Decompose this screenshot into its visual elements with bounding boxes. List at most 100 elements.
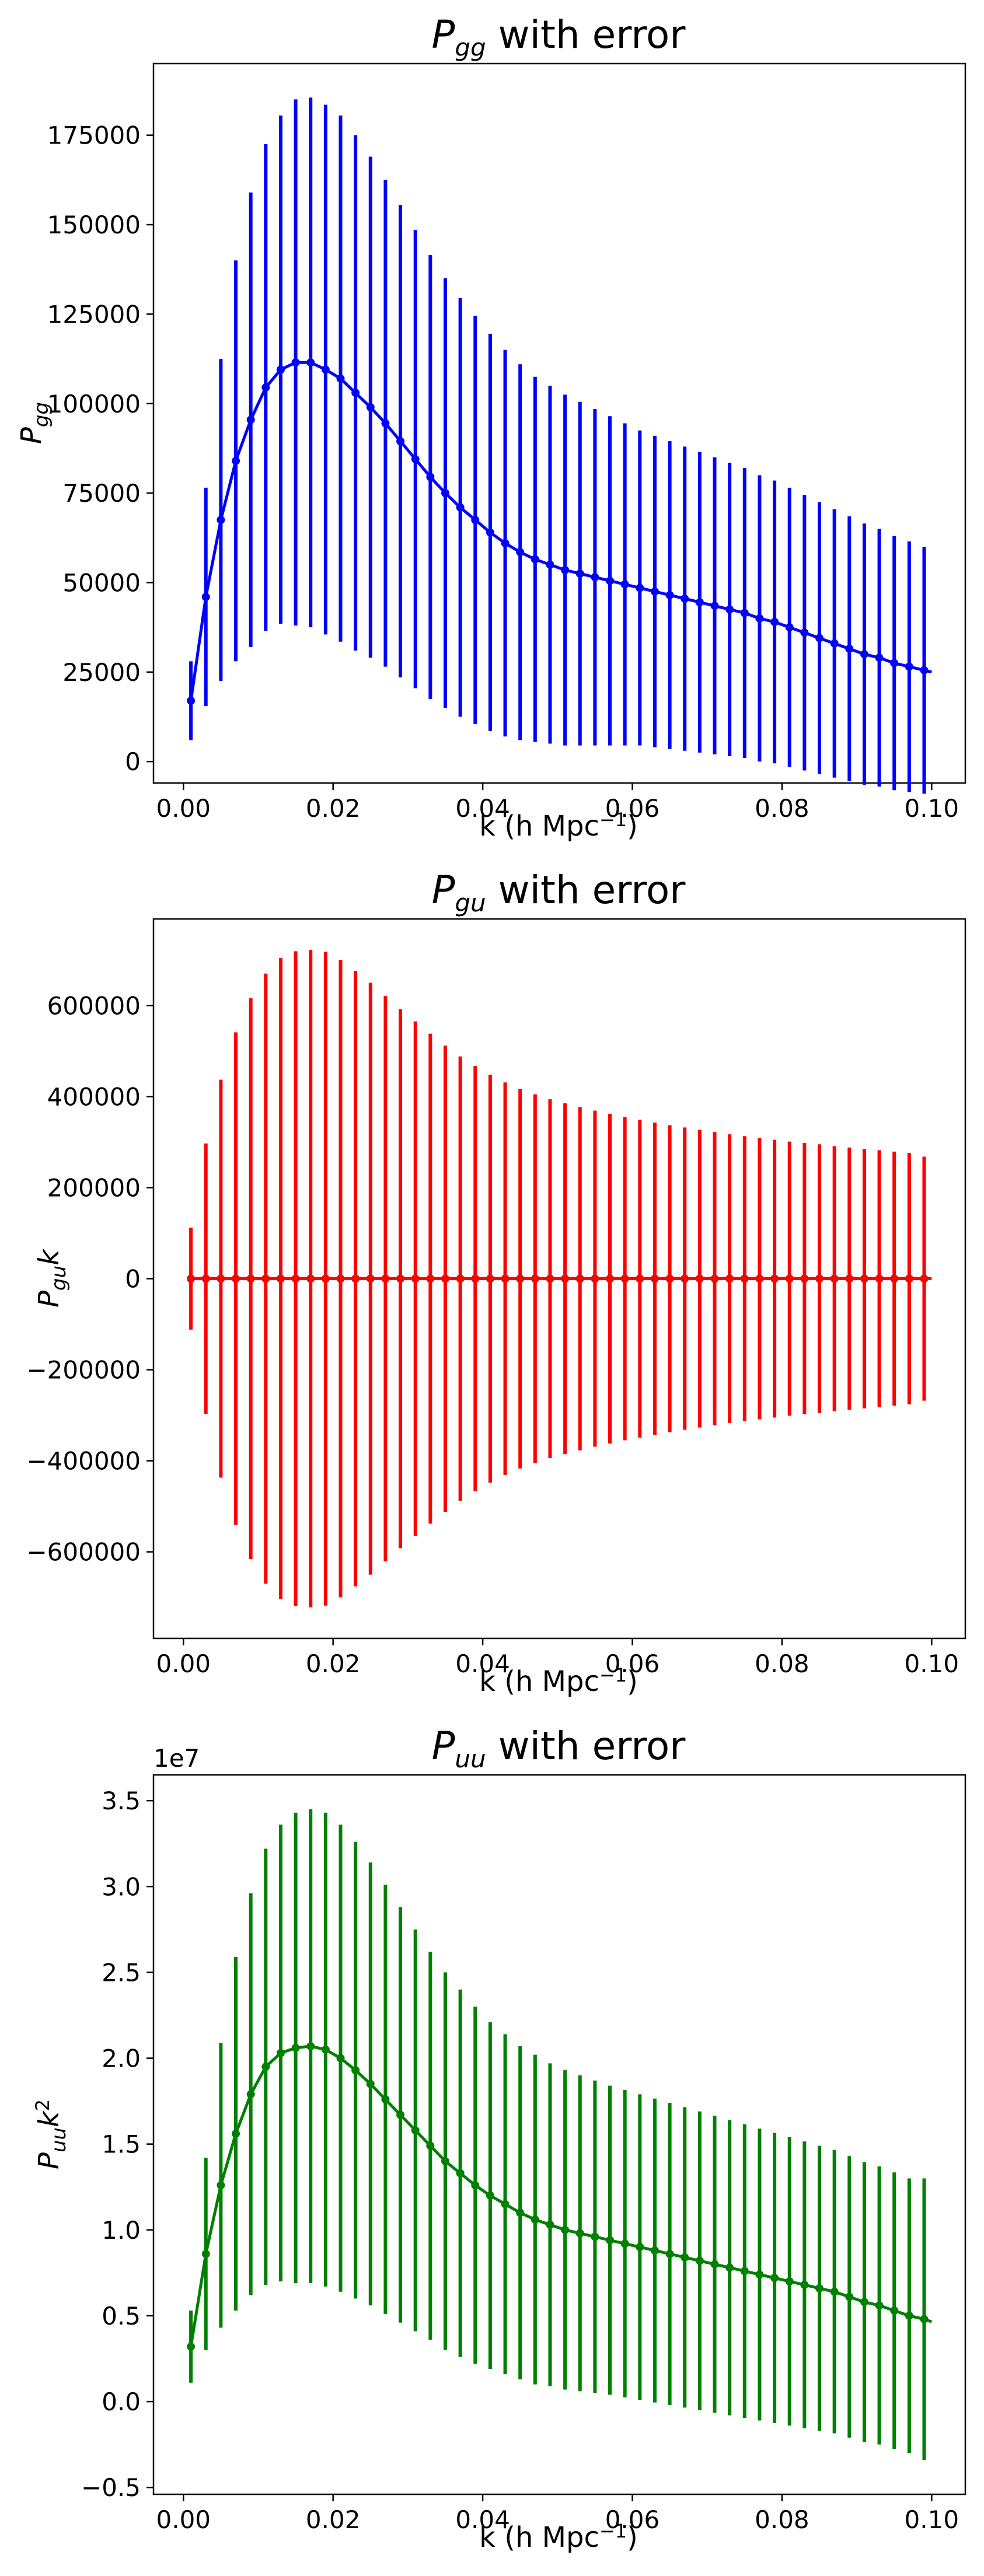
data-point (441, 1274, 449, 1283)
data-point (636, 2243, 644, 2252)
data-point (890, 2306, 899, 2315)
data-point (875, 653, 884, 662)
data-point (396, 1274, 405, 1283)
data-point (830, 639, 839, 648)
data-point (306, 358, 315, 367)
y-tick-label: 175000 (47, 121, 141, 150)
data-point (650, 587, 659, 596)
data-point (501, 2200, 510, 2208)
y-tick-label: 400000 (47, 1082, 141, 1111)
data-point (426, 473, 435, 481)
x-tick-label: 0.02 (306, 1649, 361, 1678)
data-point (456, 503, 465, 512)
data-point (321, 2045, 330, 2054)
data-point (396, 437, 405, 446)
data-point (276, 2049, 285, 2057)
y-tick-label: 3.5 (102, 1787, 141, 1815)
data-point (830, 1274, 839, 1283)
data-point (456, 2169, 465, 2177)
data-point (591, 1274, 599, 1283)
data-point (441, 2157, 449, 2166)
x-tick-label: 0.00 (156, 2505, 211, 2534)
data-point (860, 650, 868, 659)
x-tick-label: 0.04 (455, 1649, 510, 1678)
data-point (546, 2220, 554, 2229)
data-point (815, 1274, 824, 1283)
y-tick-label: 3.0 (102, 1872, 141, 1901)
data-point (785, 623, 794, 632)
y-tick-label: 1.5 (102, 2130, 141, 2159)
x-tick-label: 0.04 (455, 794, 510, 823)
data-point (710, 2260, 719, 2269)
data-point (875, 2301, 884, 2310)
panel-pgg: Pgg with error 0.00 0.02 0.04 0.06 0.08 0.10 … (15, 12, 966, 843)
x-tick-label: 0.06 (605, 794, 660, 823)
data-point (306, 2042, 315, 2050)
plot-area (152, 1774, 966, 2495)
data-point (681, 595, 689, 603)
x-tick-label: 0.08 (755, 794, 809, 823)
data-point (591, 2232, 599, 2241)
series-puu (187, 1809, 933, 2460)
data-point (620, 580, 629, 589)
plot-area (152, 62, 966, 784)
data-point (396, 2110, 405, 2119)
data-point (636, 583, 644, 592)
data-point (636, 1274, 644, 1283)
y-axis-label: Pguk (33, 1248, 71, 1308)
data-point (217, 516, 225, 525)
y-tick-label: −600000 (26, 1538, 141, 1567)
data-point (740, 609, 749, 617)
y-tick-label: 0 (125, 1265, 141, 1294)
data-point (561, 1274, 570, 1283)
data-point (232, 2130, 240, 2138)
y-tick-label: 75000 (62, 479, 141, 508)
data-point (276, 365, 285, 374)
data-point (845, 2292, 854, 2301)
data-point (516, 2208, 525, 2217)
y-tick-label: 125000 (47, 300, 141, 328)
data-point (321, 365, 330, 374)
data-point (516, 548, 525, 557)
data-point (336, 374, 345, 383)
x-axis: 0.00 0.02 0.04 0.06 0.08 0.10 (156, 1638, 959, 1678)
data-point (695, 598, 704, 607)
data-point (501, 539, 510, 547)
y-tick-label: 200000 (47, 1173, 141, 1202)
x-tick-label: 0.10 (905, 1649, 959, 1678)
x-axis-label: k (h Mpc−1) (479, 2520, 638, 2554)
data-point (800, 1274, 809, 1283)
data-point (261, 1274, 270, 1283)
data-point (187, 2342, 196, 2351)
data-point (336, 1274, 345, 1283)
x-tick-label: 0.10 (905, 2505, 959, 2534)
data-point (770, 1274, 779, 1283)
data-point (695, 1274, 704, 1283)
data-point (725, 605, 734, 614)
data-point (232, 1274, 240, 1283)
data-point (575, 2229, 584, 2238)
data-point (800, 2280, 809, 2289)
data-point (486, 528, 494, 537)
data-point (246, 2090, 255, 2099)
data-point (261, 2063, 270, 2071)
data-point (531, 1274, 539, 1283)
data-point (501, 1274, 510, 1283)
x-tick-label: 0.08 (755, 2505, 809, 2534)
data-point (187, 1274, 196, 1283)
x-tick-label: 0.08 (755, 1649, 809, 1678)
data-point (441, 489, 449, 498)
data-point (606, 1274, 615, 1283)
data-point (920, 666, 929, 674)
x-tick-label: 0.00 (156, 1649, 211, 1678)
data-point (426, 2141, 435, 2150)
data-point (905, 2311, 913, 2320)
data-point (606, 576, 615, 585)
data-point (650, 2246, 659, 2255)
data-point (665, 2250, 674, 2259)
chart-title: Pgu with error (432, 868, 686, 917)
data-point (411, 2126, 420, 2135)
y-tick-label: −200000 (26, 1356, 141, 1385)
data-point (591, 573, 599, 582)
